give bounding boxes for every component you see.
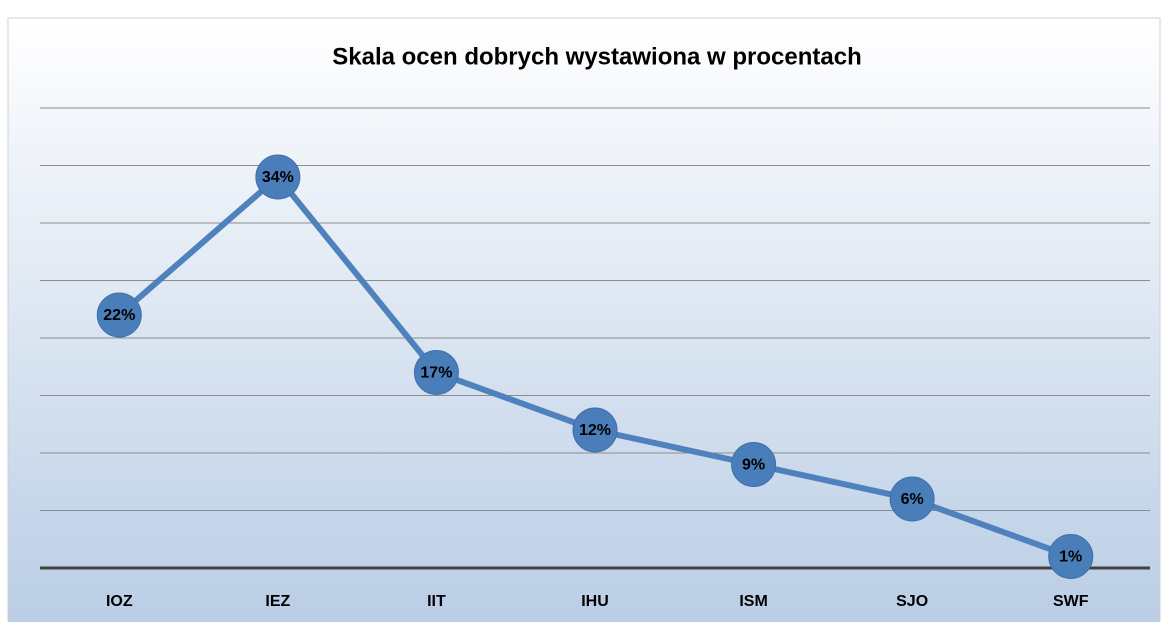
data-label: 34% — [262, 169, 294, 186]
chart-title: Skala ocen dobrych wystawiona w procenta… — [332, 43, 862, 70]
x-tick-label: IIT — [427, 593, 446, 610]
x-tick-label: IHU — [581, 593, 609, 610]
chart-area — [7, 17, 1161, 622]
data-label: 6% — [901, 491, 924, 508]
marker — [1048, 534, 1094, 579]
x-tick-label: ISM — [739, 593, 767, 610]
data-label: 9% — [742, 457, 765, 474]
x-tick-label: SJO — [896, 593, 928, 610]
data-label: 1% — [1059, 549, 1082, 566]
marker — [572, 407, 618, 453]
marker — [96, 292, 142, 338]
data-label: 12% — [579, 422, 611, 439]
data-label: 17% — [420, 365, 452, 382]
data-label: 22% — [103, 307, 135, 324]
x-tick-label: IEZ — [265, 593, 290, 610]
marker — [731, 442, 777, 487]
x-tick-label: IOZ — [106, 593, 133, 610]
x-tick-label: SWF — [1053, 593, 1089, 610]
marker — [889, 476, 935, 522]
marker — [413, 350, 459, 395]
marker — [255, 154, 301, 200]
